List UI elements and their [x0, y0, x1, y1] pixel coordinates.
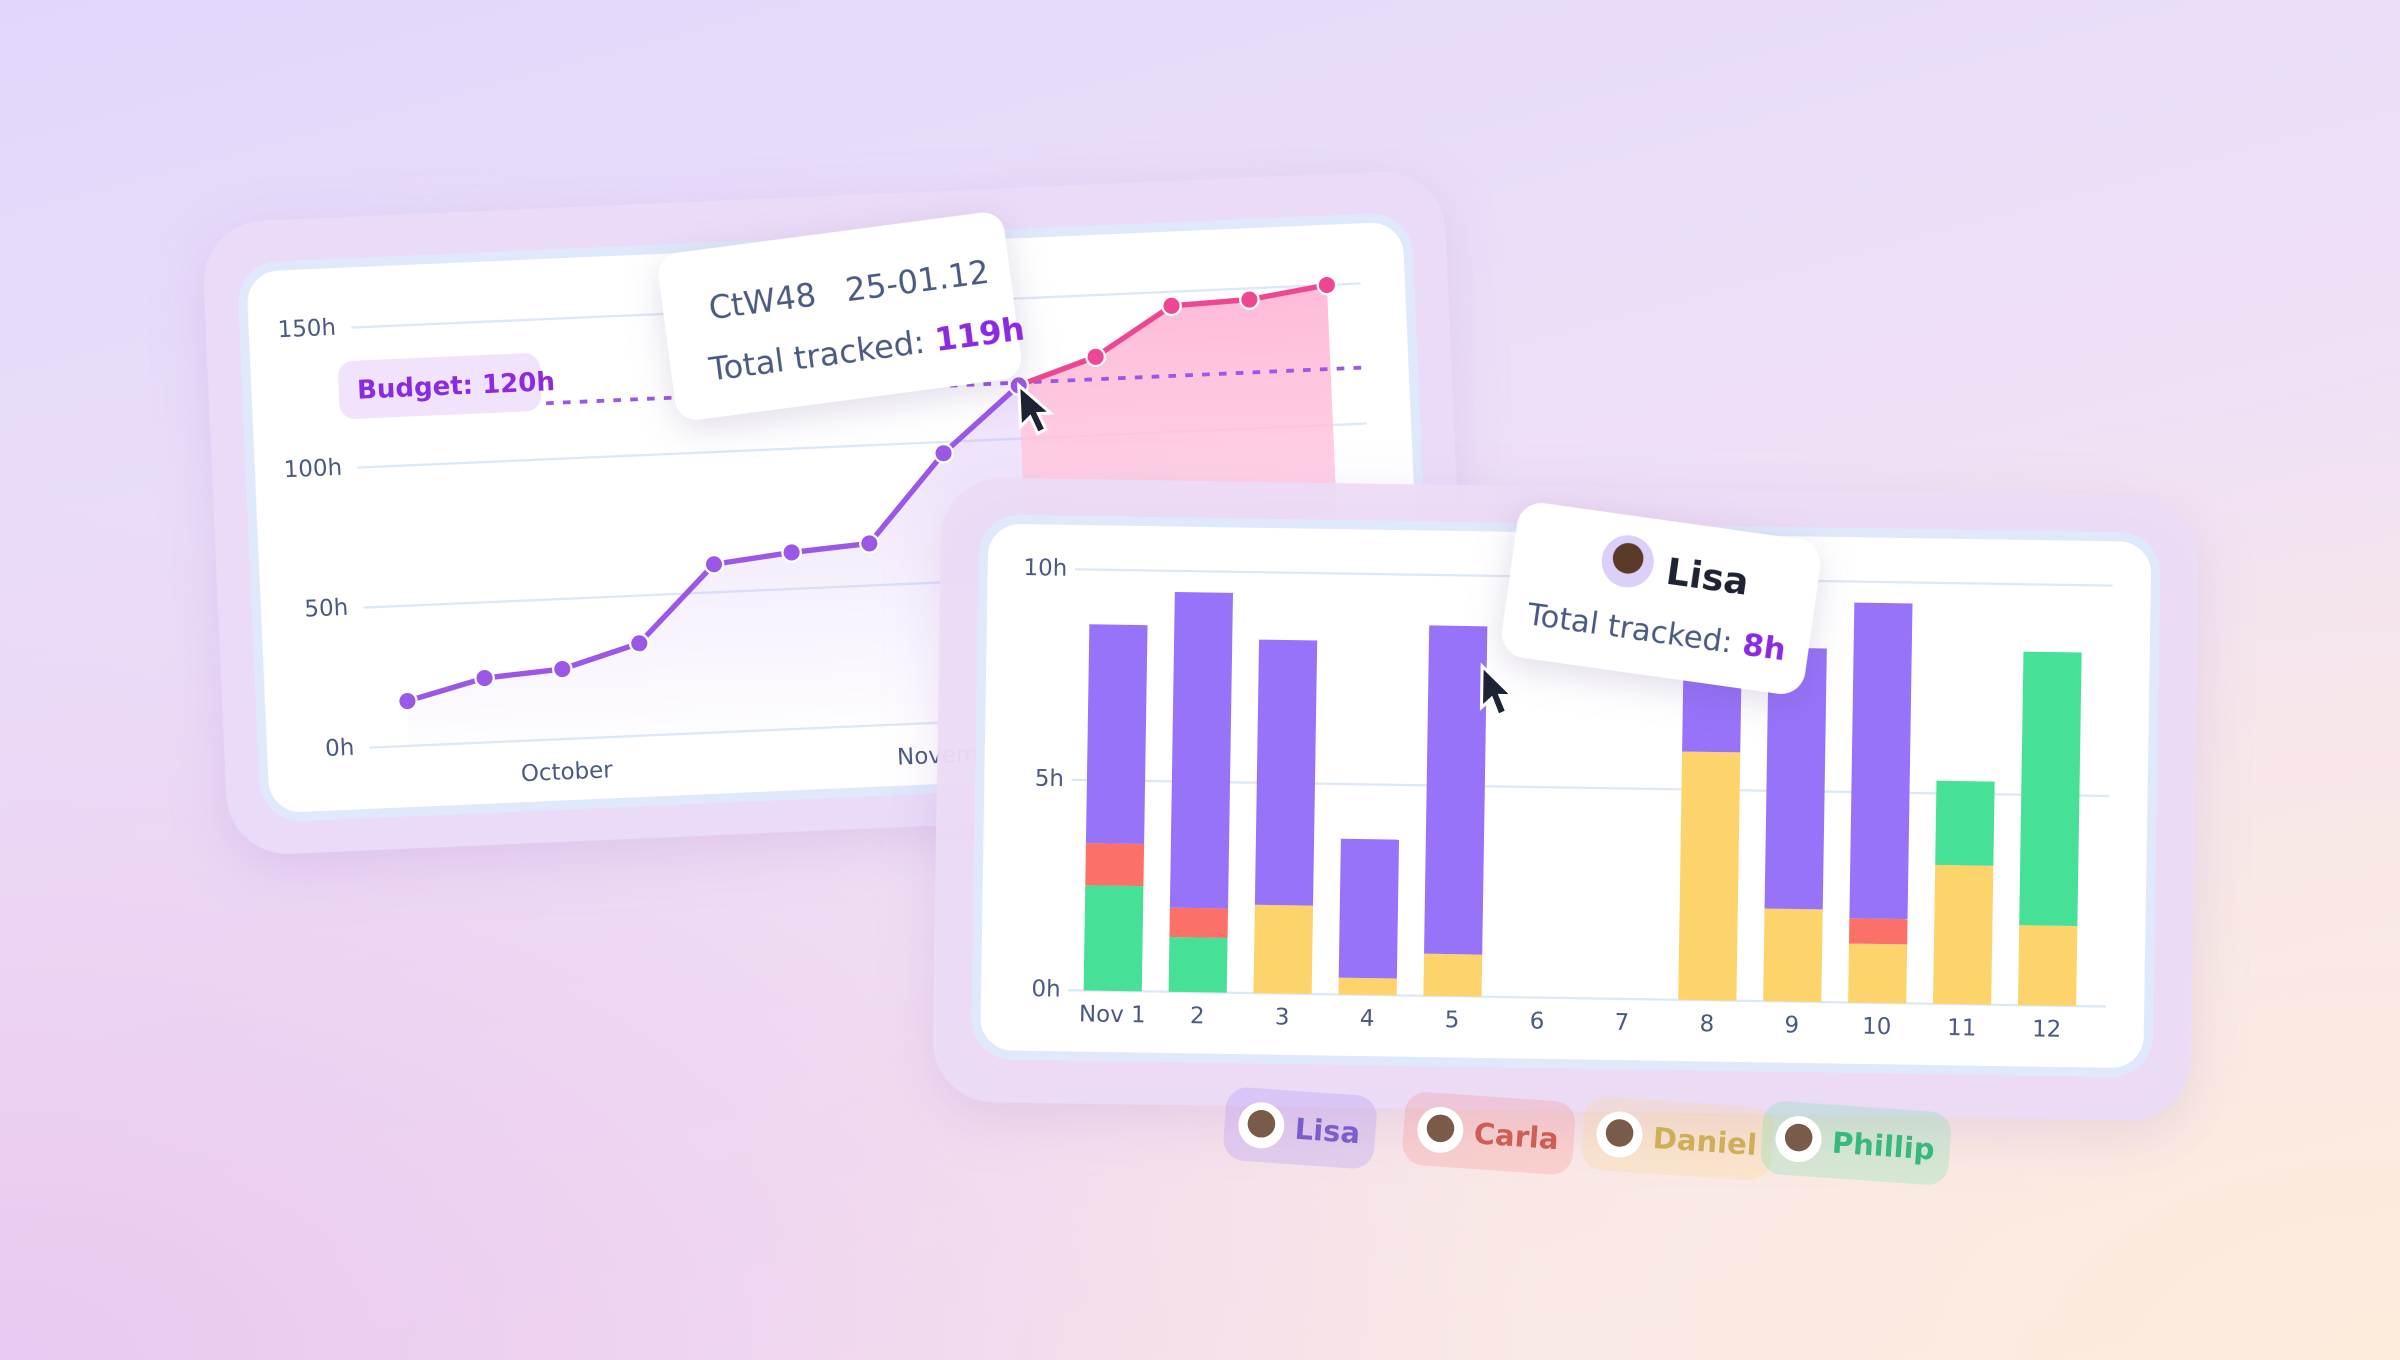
bar-segment: [1168, 937, 1228, 993]
bar-segment: [1848, 918, 1908, 945]
y-tick-label: 50h: [304, 595, 349, 623]
point: [397, 690, 418, 712]
point: [474, 667, 495, 689]
bar-segment: [1933, 864, 1994, 1005]
point: [1085, 346, 1106, 368]
x-tick-label: 9: [1784, 1012, 1799, 1038]
x-tick-label: 11: [1947, 1015, 1977, 1041]
avatar-face: [1784, 1123, 1813, 1152]
bar-segment: [1085, 843, 1145, 887]
x-tick-label: 3: [1275, 1004, 1290, 1030]
point: [1161, 295, 1182, 317]
cursor: [1479, 662, 1517, 718]
bar-segment: [1763, 908, 1823, 1003]
tooltip-box: [658, 212, 1022, 420]
bar-segment: [1338, 838, 1400, 979]
x-tick-label: 6: [1530, 1008, 1545, 1034]
point: [781, 542, 802, 563]
tooltip: Lisa Total tracked: 8h: [1501, 503, 1821, 694]
x-tick-label: 7: [1614, 1010, 1629, 1036]
x-tick-label: 10: [1862, 1014, 1892, 1040]
bar-segment: [2019, 651, 2082, 927]
bar-plot: 0h 5h 10h Nov 1 2 3 4 5 6 7 8 9 10 11 12: [1023, 555, 2113, 1043]
x-tick-label: 5: [1445, 1007, 1460, 1033]
avatar-face: [1426, 1114, 1455, 1143]
tooltip-value: 8h: [1740, 627, 1788, 668]
bar-segment: [1678, 751, 1741, 1001]
bar-segment: [2017, 925, 2078, 1007]
bar-segment: [1169, 591, 1233, 909]
bar-segment: [1254, 639, 1318, 906]
bar-segment: [1085, 624, 1148, 845]
bar-segment: [1848, 943, 1908, 1004]
point: [933, 442, 954, 464]
avatar-face: [1247, 1110, 1276, 1138]
legend-label: Carla: [1473, 1116, 1560, 1156]
y-tick-label: 0h: [325, 735, 355, 762]
point: [1316, 274, 1338, 296]
point: [1239, 289, 1260, 310]
x-tick-label: 8: [1699, 1011, 1714, 1037]
x-tick-label: Nov 1: [1079, 1001, 1146, 1028]
avatar-face: [1612, 543, 1644, 574]
tooltip-box: [1501, 503, 1821, 694]
point: [859, 533, 880, 554]
legend-label: Lisa: [1294, 1112, 1362, 1150]
bar-segment: [1169, 907, 1229, 938]
point: [551, 658, 573, 680]
y-tick-label: 10h: [1023, 555, 1067, 582]
bar-segment: [1849, 602, 1913, 920]
bar-segment: [1338, 977, 1397, 996]
y-tick-label: 100h: [283, 455, 342, 484]
legend-label: Daniel: [1652, 1121, 1758, 1162]
y-tick-label: 150h: [277, 315, 336, 344]
x-tick-label: 4: [1360, 1006, 1375, 1032]
legend-item: Carla: [1402, 1092, 1576, 1175]
bar-card: 0h 5h 10h Nov 1 2 3 4 5 6 7 8 9 10 11 12: [932, 477, 2199, 1121]
x-tick-label: 12: [2032, 1016, 2062, 1042]
avatar-face: [1605, 1119, 1634, 1147]
legend-label: Phillip: [1831, 1126, 1936, 1167]
bar-segment: [1935, 780, 1995, 866]
cursor: [1017, 381, 1055, 436]
budget-badge: [338, 353, 542, 419]
x-tick-label: October: [520, 757, 613, 787]
legend-item: Phillip: [1760, 1101, 1951, 1185]
legend-item: Lisa: [1223, 1087, 1377, 1169]
legend: Daniel Phillip Carla Lisa: [1223, 1087, 1951, 1185]
bar-segment: [1424, 625, 1488, 955]
bar-segment: [1423, 953, 1483, 997]
x-tick-label: 2: [1190, 1003, 1205, 1029]
y-tick-label: 5h: [1035, 766, 1065, 792]
tooltip: CtW48 25-01.12 Total tracked: 119h: [658, 212, 1027, 420]
bar-segment: [1764, 647, 1827, 910]
point: [628, 632, 650, 654]
y-tick-label: 0h: [1031, 976, 1061, 1002]
legend-item: Daniel: [1581, 1096, 1774, 1181]
bar-segment: [1083, 885, 1144, 992]
bar-segment: [1253, 904, 1314, 995]
point: [703, 553, 725, 575]
